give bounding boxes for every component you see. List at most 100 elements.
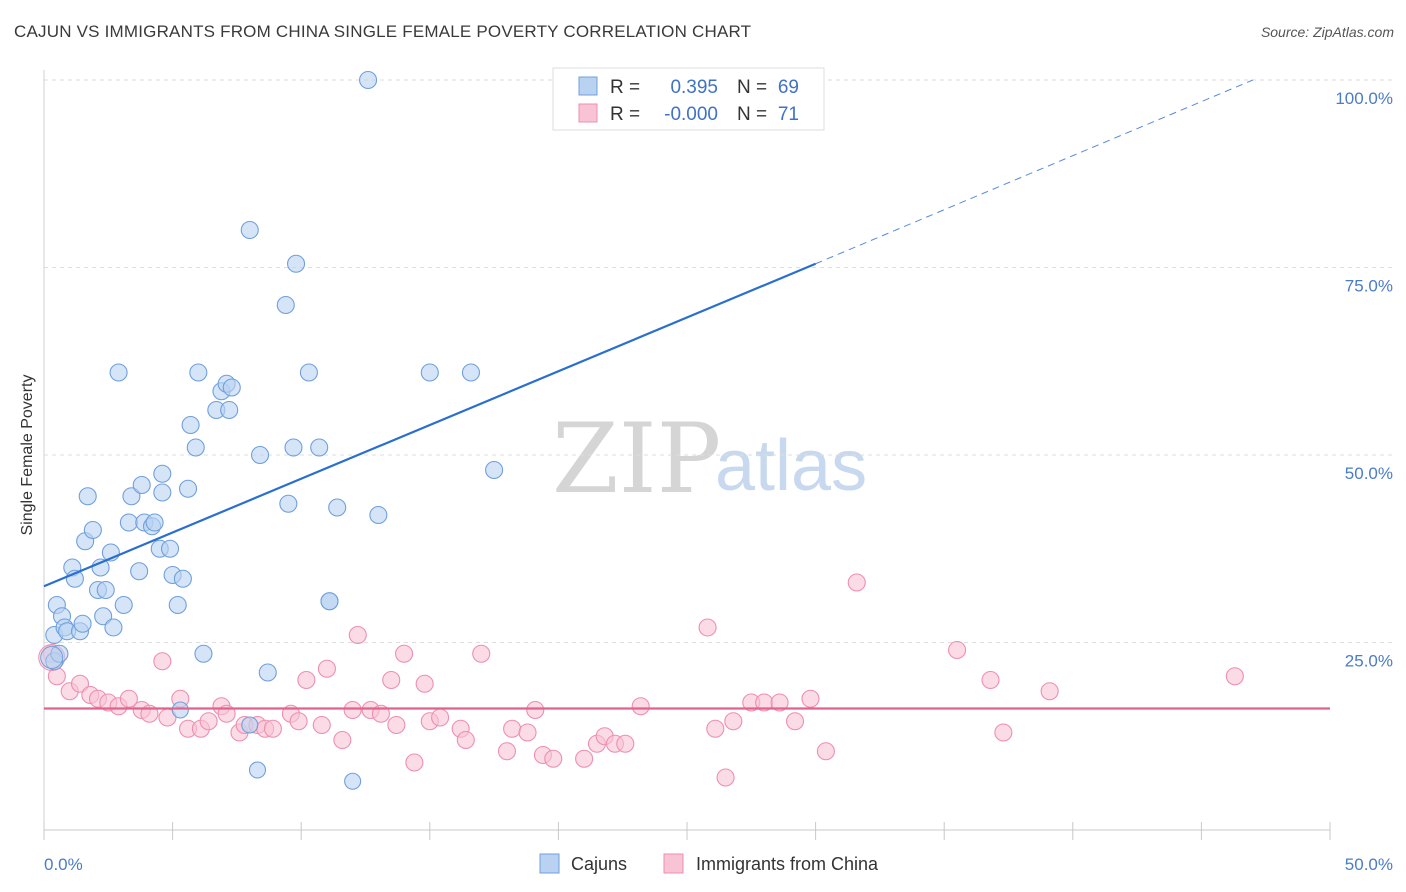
cajun-point [220,400,239,420]
china-point [497,742,517,761]
cajun-point [287,254,306,273]
cajun-point [240,220,259,240]
stats-cajuns-r-value: 0.395 [670,77,718,98]
cajun-point [328,498,347,517]
cajun-point [114,595,133,615]
china-point [816,742,835,761]
x-tick-label: 0.0% [44,855,83,874]
cajun-point [279,494,298,513]
cajun-point [189,363,208,382]
cajun-point [369,505,388,525]
y-tick-label: 25.0% [1345,652,1393,671]
china-point [199,712,218,731]
legend-item-china[interactable]: Immigrants from China [663,853,879,874]
stats-swatch-cajuns [578,76,598,96]
cajun-point [222,378,241,397]
cajun-point [130,562,149,581]
cajun-point [160,539,180,558]
stats-china-n-value: 71 [778,104,799,125]
cajun-trend-line [43,262,817,588]
cajun-point [104,618,123,637]
china-point [395,644,414,663]
cajun-point [250,445,270,465]
china-point [317,659,336,678]
cajun-point [359,70,378,90]
china-point [785,712,805,731]
china-point [544,749,563,768]
x-tick-labels: 0.0% 50.0% [44,855,1393,874]
chart-source: Source: ZipAtlas.com [1260,24,1394,40]
cajun-point [145,513,164,532]
cajun-point [320,592,339,611]
cajun-point [299,363,318,382]
cajun-point [153,464,172,483]
cajun-point [73,614,92,633]
china-point [405,753,424,772]
stats-box: R = 0.395 N = 69 R = -0.000 N = 71 [552,67,825,131]
y-tick-labels: 25.0% 50.0% 75.0% 100.0% [1335,89,1393,671]
cajun-point [194,644,213,663]
cajun-point [241,716,259,734]
y-tick-label: 75.0% [1345,277,1393,296]
china-point [631,697,650,716]
china-point [431,708,450,727]
china-point [518,723,537,742]
cajun-point [173,569,192,588]
cajun-point [461,363,481,382]
gridlines [44,79,1392,643]
stats-swatch-china [578,103,598,123]
stats-box-frame [552,67,825,131]
cajun-point [153,483,172,502]
china-point [616,734,635,753]
cajun-point [109,363,128,382]
china-point [575,749,594,768]
china-point [948,640,967,660]
cajun-point [420,363,439,382]
china-point [526,700,545,720]
china-point [153,652,172,671]
china-point [387,715,406,735]
china-point [1225,667,1244,686]
china-point [770,693,789,712]
china-point [472,644,491,663]
x-tick-marks [43,822,1331,840]
stats-cajuns-n-value: 69 [778,77,799,98]
y-tick-label: 50.0% [1345,464,1393,483]
china-point [415,674,434,693]
cajun-point [284,438,303,457]
china-point [312,715,331,735]
cajun-point [248,761,267,779]
china-point [994,723,1013,742]
stats-cajuns-n-label: N = [737,77,767,98]
cajun-point [181,415,200,435]
china-point [119,689,138,708]
china-point [706,719,725,738]
cajun-trend-extension [815,79,1254,265]
china-point [382,670,401,690]
cajun-point [186,438,205,457]
watermark-zip: ZIP [552,403,721,515]
trend-lines [43,79,1330,710]
stats-china-r-value: -0.000 [664,104,718,125]
stats-china-n-label: N = [737,104,767,125]
china-point [263,719,282,738]
legend: Cajuns Immigrants from China [539,853,879,874]
watermark: ZIP atlas [552,403,867,515]
y-tick-label: 100.0% [1335,89,1393,108]
cajun-point [96,580,115,600]
legend-swatch-china [663,853,684,874]
china-point [801,689,820,708]
cajun-point [83,520,102,540]
china-point [503,719,522,738]
cajun-point [40,646,64,669]
series-china-points [38,573,1244,787]
watermark-atlas: atlas [715,426,867,506]
cajun-point [94,607,113,626]
china-point [348,625,367,645]
cajun-point [344,772,362,790]
china-point [716,768,735,787]
china-point [70,674,90,693]
cajun-point [258,663,277,682]
legend-item-cajuns[interactable]: Cajuns [539,853,627,874]
